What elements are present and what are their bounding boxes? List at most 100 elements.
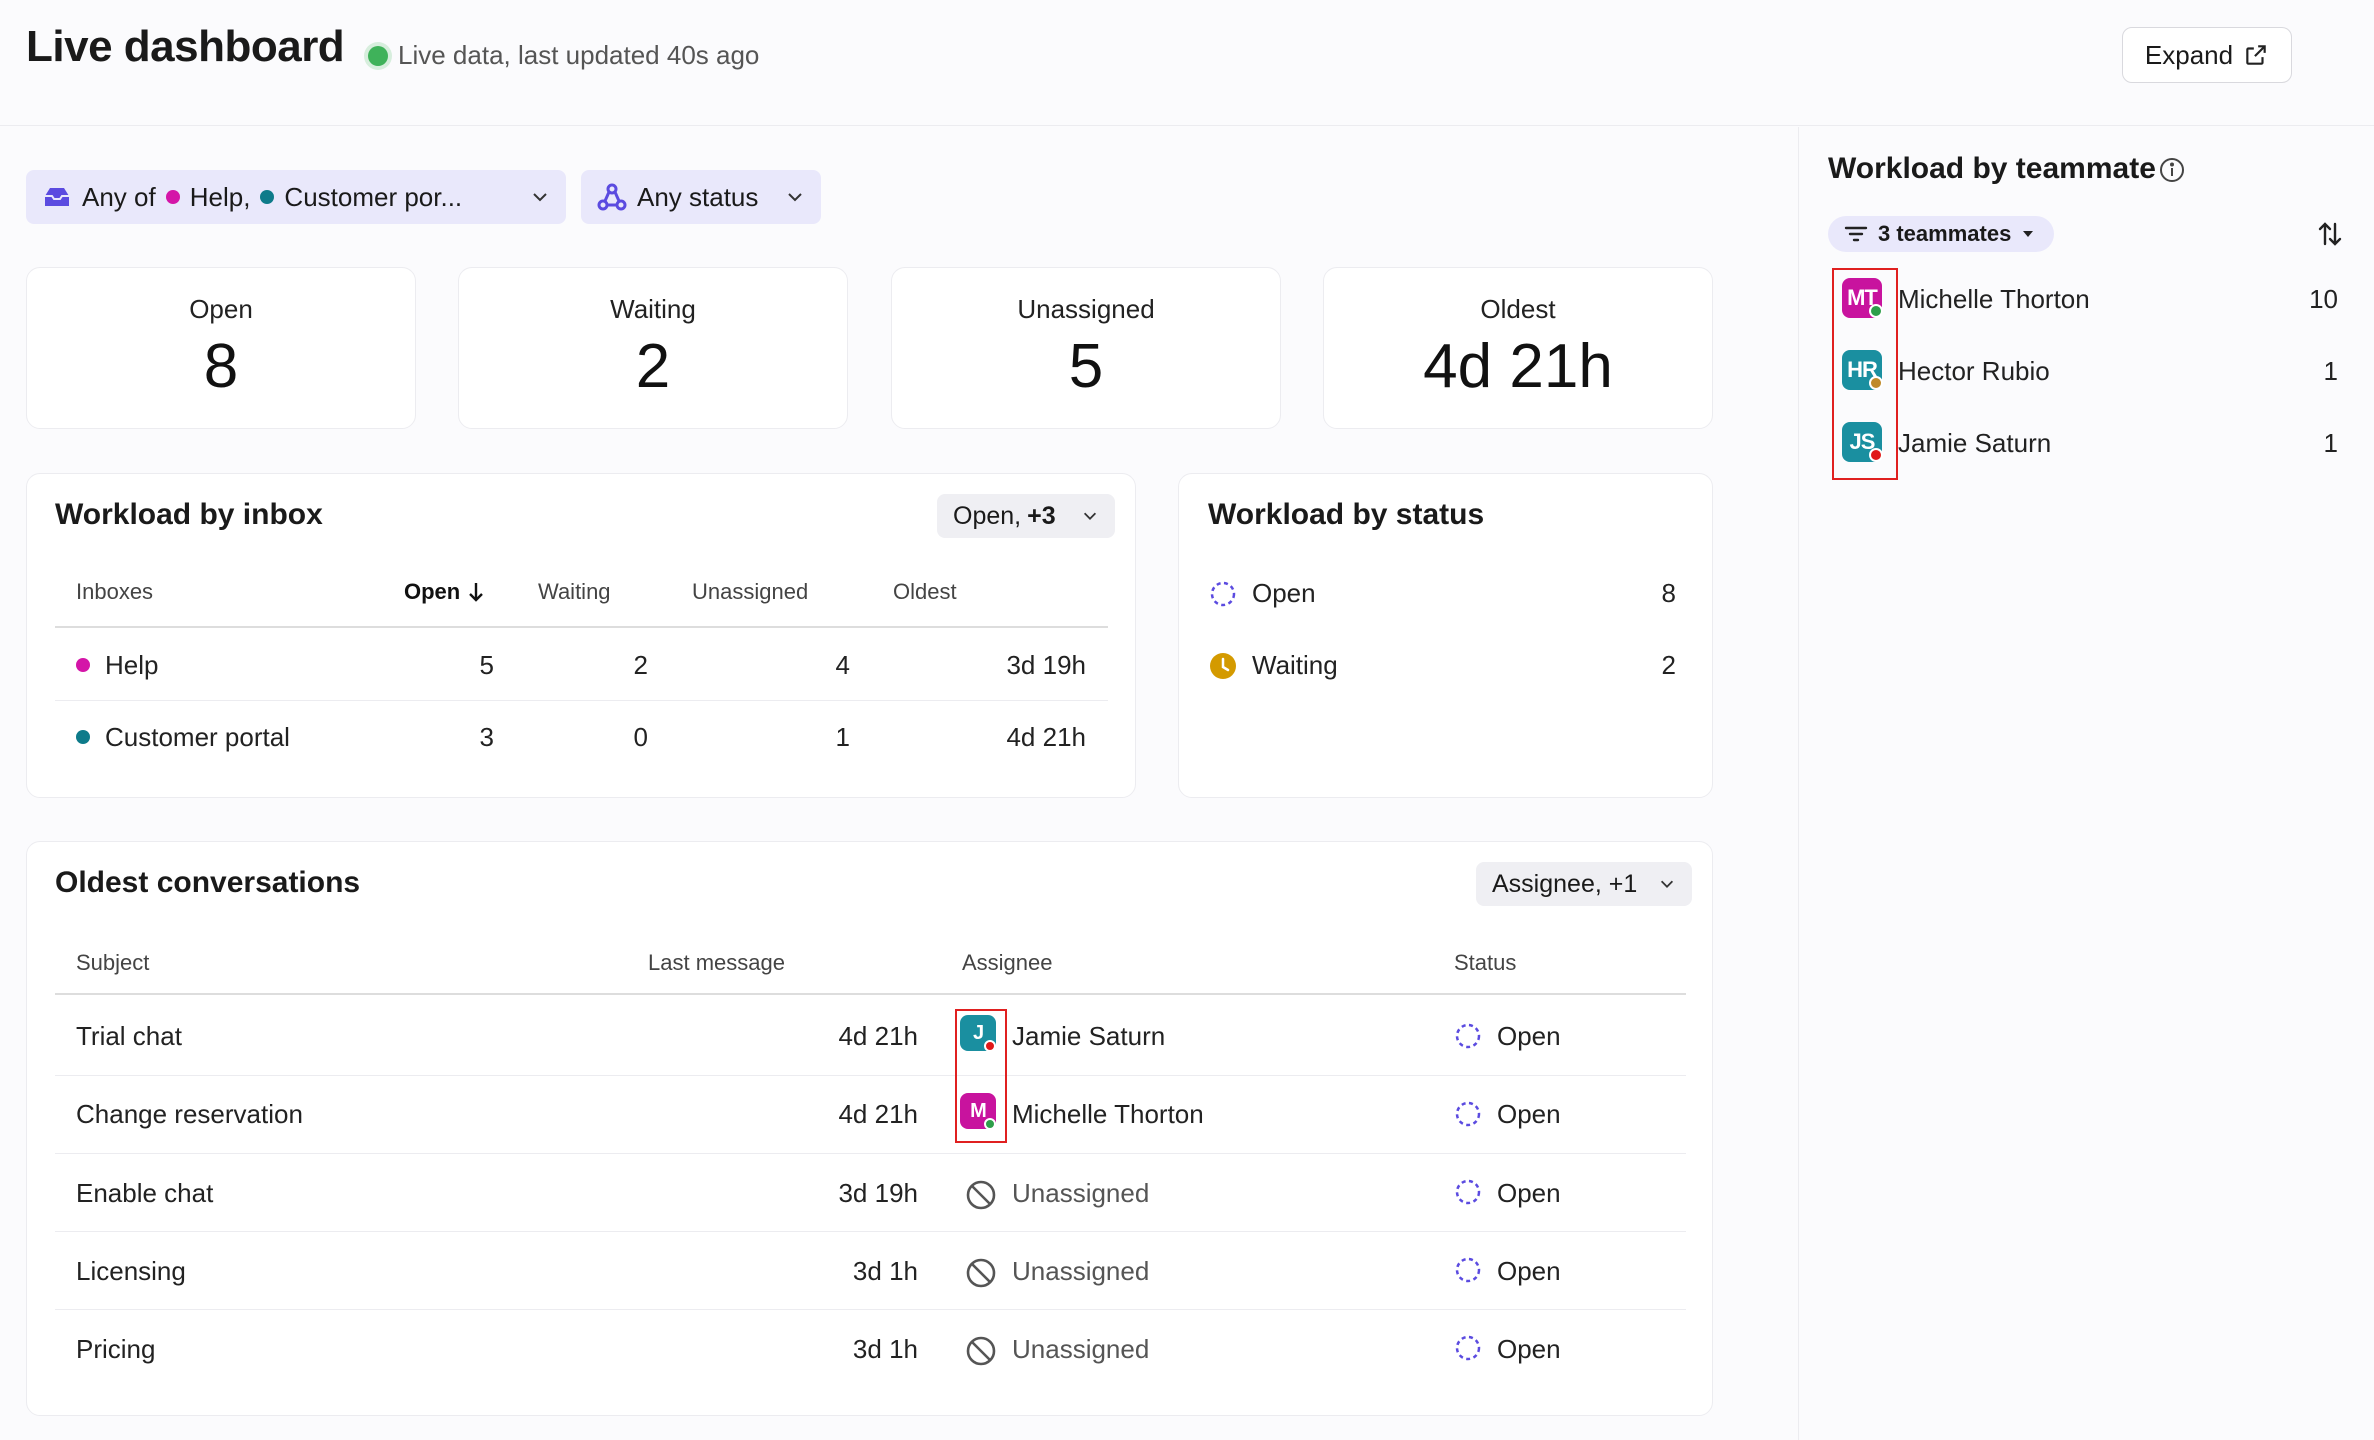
status-filter[interactable]: Any status [581,170,821,224]
conversation-status: Open [1497,1178,1561,1208]
oldest-columns-select[interactable]: Assignee, +1 [1476,862,1692,906]
workload-by-status-panel [1178,473,1713,798]
avatar-initial: M [970,1099,987,1122]
stat-card-waiting: Waiting 2 [458,267,848,429]
conversation-assignee: Jamie Saturn [1012,1021,1166,1051]
inbox-waiting-count: 2 [633,650,648,680]
inbox-oldest: 3d 19h [1006,650,1086,680]
stat-value: 8 [203,332,239,401]
avatar: MT [1842,278,1882,318]
teammate-count: 1 [2323,428,2338,458]
column-header-unassigned[interactable]: Unassigned [692,579,809,604]
inbox-filter-prefix: Any of [82,181,156,212]
sort-icon[interactable] [2316,220,2344,248]
column-header-open[interactable]: Open [404,579,486,605]
column-header-last-message[interactable]: Last message [648,950,785,975]
page-header: Live dashboard Live data, last updated 4… [0,0,2374,126]
inbox-filter-help: Help, [189,181,251,212]
conversation-subject: Licensing [76,1256,186,1286]
expand-button-label: Expand [2144,39,2234,70]
live-status: Live data, last updated 40s ago [368,40,759,71]
table-header-divider [55,626,1108,628]
chevron-down-icon [788,193,802,202]
column-header-status[interactable]: Status [1454,950,1517,975]
info-icon[interactable] [2158,156,2186,184]
customer-portal-dot [260,190,275,204]
column-header-subject[interactable]: Subject [76,950,150,975]
status-label: Open [1252,578,1316,608]
column-header-oldest[interactable]: Oldest [893,579,957,604]
teammates-filter-label: 3 teammates [1878,221,2012,246]
inbox-filter[interactable]: Any of Help, Customer por... [26,170,566,224]
conversation-last-message: 4d 21h [838,1099,918,1129]
presence-online-icon [1869,304,1883,318]
inbox-filter-portal: Customer por... [284,181,463,212]
conversation-status: Open [1497,1334,1561,1364]
conversation-subject: Enable chat [76,1178,214,1208]
teammate-count: 1 [2323,356,2338,386]
teammate-name: Jamie Saturn [1898,428,2052,458]
stat-label: Unassigned [1017,294,1155,324]
inbox-open-count: 5 [479,650,494,680]
inbox-metric-select-extra: +3 [1027,501,1056,530]
column-header-assignee[interactable]: Assignee [962,950,1053,975]
expand-button[interactable]: Expand [2122,27,2292,83]
conversation-assignee: Unassigned [1012,1334,1150,1364]
clock-icon [1210,653,1236,679]
stat-card-oldest: Oldest 4d 21h [1323,267,1713,429]
chevron-down-icon [1083,512,1097,520]
filter-icon [1844,226,1868,242]
conversation-subject: Change reservation [76,1099,303,1129]
status-label: Waiting [1252,650,1338,680]
live-indicator-icon [368,45,388,66]
open-status-icon [1455,1257,1481,1283]
external-link-icon [2246,45,2266,65]
stat-label: Oldest [1480,294,1556,324]
teammates-filter[interactable]: 3 teammates [1828,216,2054,252]
table-header-divider [55,993,1686,995]
inbox-name: Help [105,650,159,680]
highlight-box [1832,268,1898,480]
status-filter-label: Any status [637,181,759,212]
presence-busy-icon [984,1040,996,1052]
avatar: HR [1842,350,1882,390]
conversation-status: Open [1497,1099,1561,1129]
teammate-count: 10 [2309,284,2338,314]
stat-card-unassigned: Unassigned 5 [891,267,1281,429]
inbox-unassigned-count: 1 [835,722,850,752]
unassigned-icon [966,1336,996,1366]
column-header-waiting[interactable]: Waiting [538,579,611,604]
inbox-name: Customer portal [105,722,290,752]
help-inbox-dot [165,190,180,204]
workload-by-teammate-label: Workload by teammate [1828,152,2156,185]
oldest-conversations-panel [26,841,1713,1416]
conversation-subject: Trial chat [76,1021,182,1051]
stat-label: Open [189,294,253,324]
status-icon [597,183,627,211]
inbox-unassigned-count: 4 [835,650,850,680]
conversation-assignee: Michelle Thorton [1012,1099,1204,1129]
unassigned-icon [966,1180,996,1210]
inbox-metric-select-label: Open, [953,501,1022,530]
conversation-assignee: Unassigned [1012,1178,1150,1208]
stat-value: 5 [1068,332,1104,401]
inbox-waiting-count: 0 [633,722,648,752]
workload-by-inbox-title: Workload by inbox [55,498,323,531]
conversation-last-message: 4d 21h [838,1021,918,1051]
customer-portal-dot [76,730,90,744]
teammate-name: Hector Rubio [1898,356,2050,386]
conversation-last-message: 3d 19h [838,1178,918,1208]
open-status-icon [1455,1023,1481,1049]
column-header-inboxes[interactable]: Inboxes [76,579,154,604]
inbox-open-count: 3 [479,722,494,752]
oldest-conversations-title: Oldest conversations [55,866,361,899]
unassigned-icon [966,1258,996,1288]
inbox-metric-select[interactable]: Open, +3 [937,494,1115,538]
caret-down-icon [2023,231,2034,237]
workload-by-teammate-title: Workload by teammate [1828,152,2156,186]
highlight-box [955,1009,1007,1143]
presence-busy-icon [1869,448,1883,462]
help-inbox-dot [76,658,90,672]
row-divider [55,1153,1686,1154]
live-status-text: Live data, last updated 40s ago [398,40,760,70]
